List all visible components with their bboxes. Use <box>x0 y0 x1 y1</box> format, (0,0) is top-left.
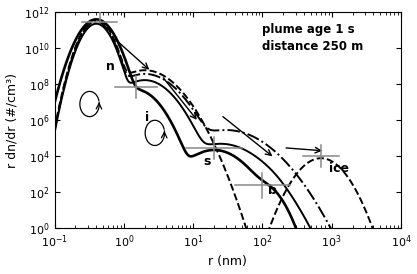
Text: plume age 1 s
distance 250 m: plume age 1 s distance 250 m <box>262 23 364 53</box>
Text: ice: ice <box>329 162 349 175</box>
Text: i: i <box>145 111 149 124</box>
X-axis label: r (nm): r (nm) <box>208 255 247 269</box>
Text: n: n <box>106 60 115 73</box>
Text: s: s <box>203 155 211 168</box>
Text: b: b <box>268 184 277 198</box>
Y-axis label: r dn/dr (#/cm³): r dn/dr (#/cm³) <box>5 73 18 168</box>
